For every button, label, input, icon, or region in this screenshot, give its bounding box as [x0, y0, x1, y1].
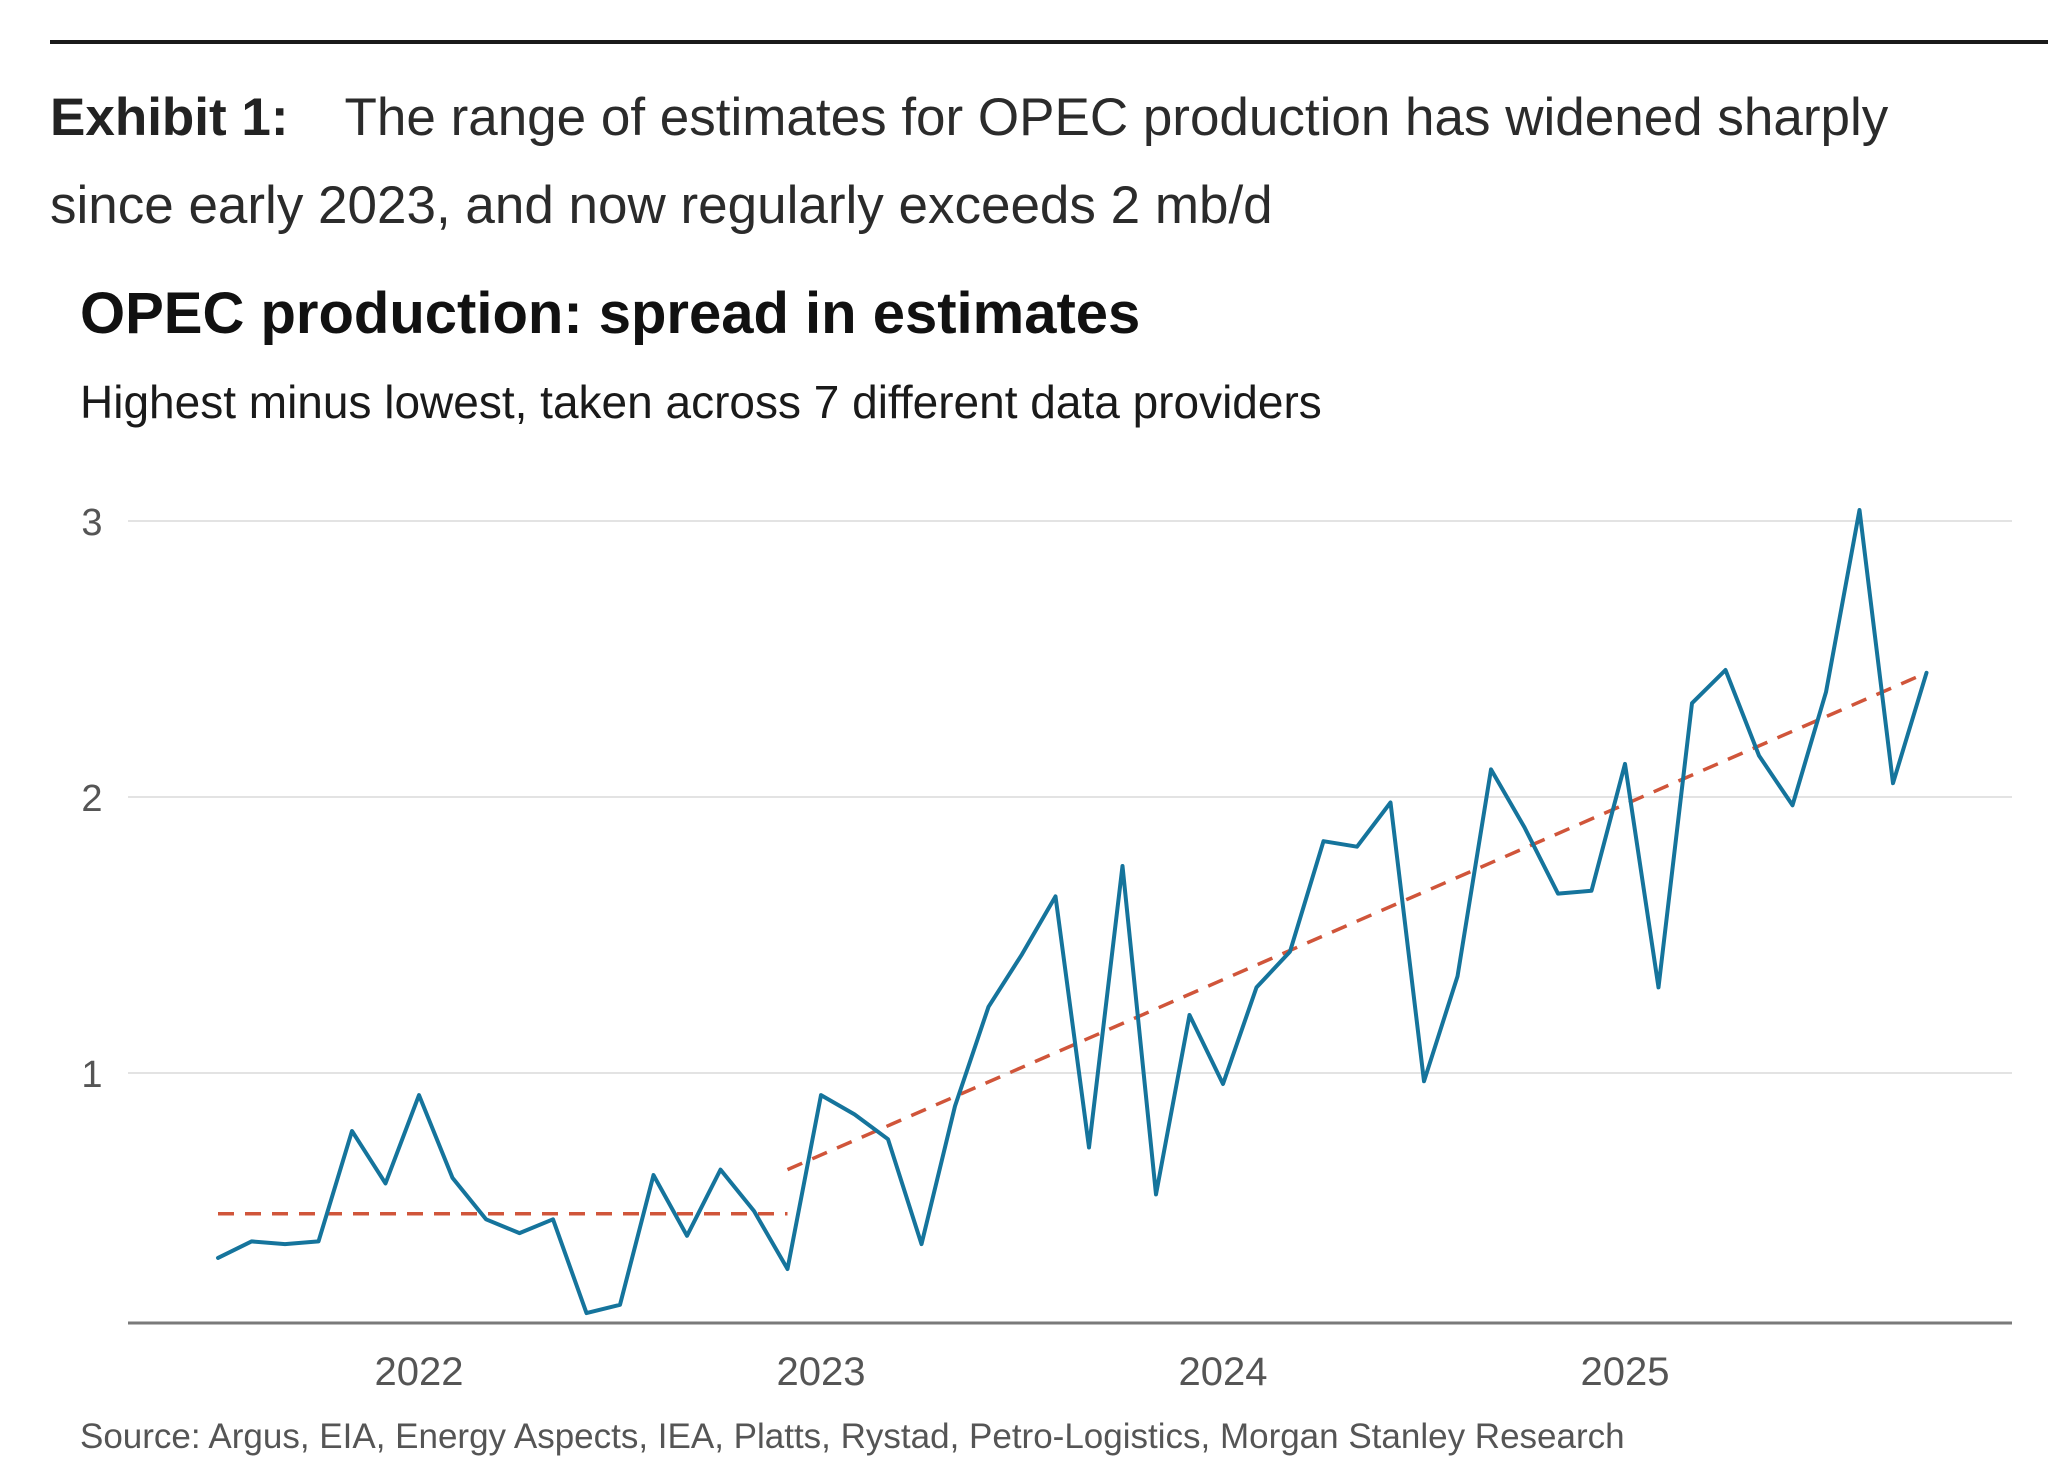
series-line	[216, 508, 1929, 1316]
y-tick-label: 2	[81, 778, 102, 820]
x-tick-label: 2025	[1581, 1350, 1670, 1394]
chart-subtitle: Highest minus lowest, taken across 7 dif…	[80, 376, 1322, 428]
x-tick-label: 2024	[1179, 1350, 1268, 1394]
source-note: Source: Argus, EIA, Energy Aspects, IEA,…	[80, 1417, 1625, 1456]
exhibit-caption: Exhibit 1: The range of estimates for OPE…	[50, 74, 2010, 250]
y-tick-label: 3	[81, 502, 102, 544]
y-tick-label: 1	[81, 1054, 102, 1096]
chart-title: OPEC production: spread in estimates	[80, 281, 1141, 346]
trend-line	[786, 671, 1928, 1172]
top-rule	[50, 40, 2048, 44]
x-tick-label: 2022	[375, 1350, 464, 1394]
exhibit-caption-text: The range of estimates for OPEC producti…	[50, 88, 1889, 235]
exhibit-label: Exhibit 1:	[50, 88, 289, 147]
x-tick-label: 2023	[777, 1350, 866, 1394]
